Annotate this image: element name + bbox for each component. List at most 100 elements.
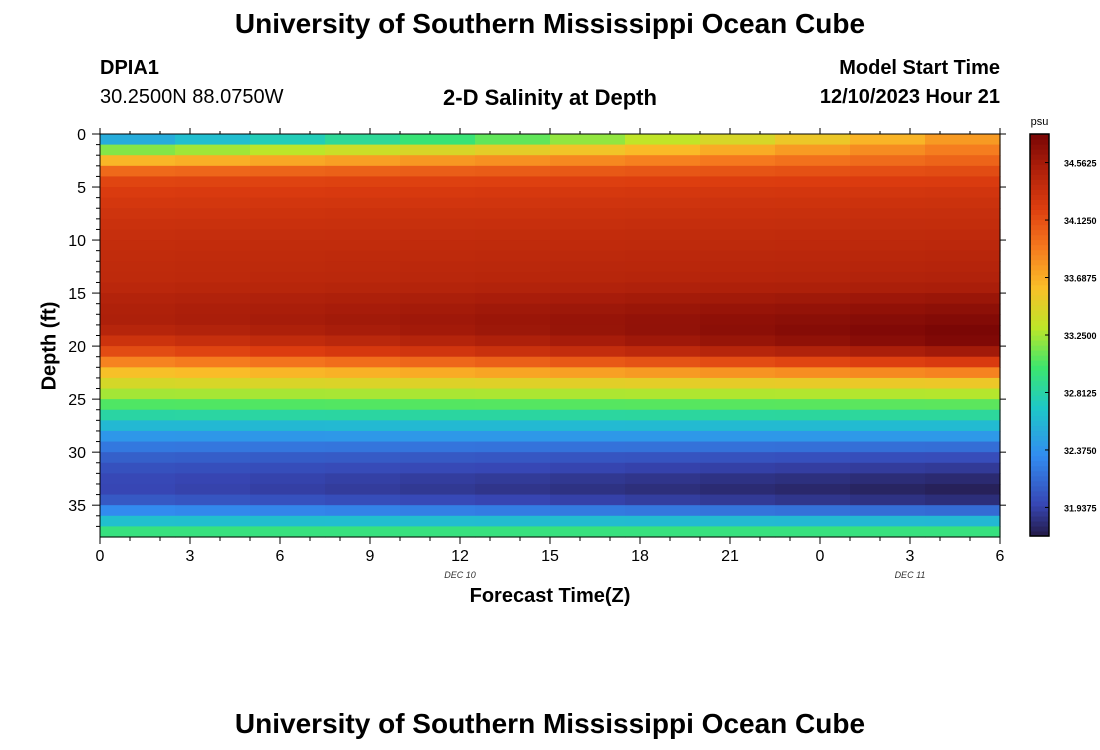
heatmap-cell [100,505,176,517]
heatmap-cell [250,452,326,464]
heatmap-cell [925,420,1001,432]
heatmap-cell [625,293,701,305]
heatmap-cell [250,240,326,252]
footer-title: University of Southern Mississippi Ocean… [234,708,866,739]
heatmap-cell [775,314,851,326]
heatmap-cell [400,144,476,156]
heatmap-cell [250,293,326,305]
heatmap-cell [400,261,476,273]
colorbar-segment [1030,415,1049,422]
heatmap-cell [325,218,401,231]
heatmap-cell [325,515,401,527]
colorbar-units: psu [1031,116,1049,128]
y-tick-label: 30 [68,445,86,462]
colorbar-segment [1030,380,1049,386]
heatmap-cell [700,218,776,231]
heatmap-cell [400,240,476,252]
heatmap-cell [475,314,551,326]
heatmap-cell [400,346,476,358]
heatmap-cell [325,473,401,485]
colorbar-segment [1030,360,1049,366]
heatmap-cell [775,462,851,474]
heatmap-cell [100,314,176,326]
heatmap-cell [850,314,926,326]
y-tick-label: 5 [77,180,86,197]
heatmap-cell [175,409,251,421]
heatmap-cell [925,187,1001,199]
heatmap-cell [550,176,626,188]
heatmap-cell [850,494,926,506]
heatmap-cell [175,494,251,506]
heatmap-cell [550,462,626,474]
colorbar-segment [1030,254,1049,261]
heatmap-cell [250,176,326,188]
heatmap-cell [625,430,701,443]
heatmap-cell [475,462,551,474]
heatmap-cell [100,526,176,538]
heatmap-cell [475,240,551,252]
heatmap-cell [250,409,326,421]
heatmap-cell [625,420,701,432]
heatmap-cell [475,134,551,146]
heatmap-cell [250,483,326,496]
heatmap-cell [100,420,176,432]
colorbar-segment [1030,154,1049,160]
colorbar-segment [1030,304,1049,311]
heatmap-cell [400,165,476,178]
heatmap-cell [175,240,251,252]
heatmap-cell [400,356,476,368]
heatmap-cell [400,314,476,326]
heatmap-cell [700,240,776,252]
heatmap-cell [475,377,551,390]
heatmap-cell [625,165,701,178]
heatmap-cell [175,271,251,284]
colorbar-segment [1030,224,1049,231]
x-tick-label: 6 [996,548,1005,565]
heatmap-cell [625,452,701,464]
colorbar-segment [1030,214,1049,221]
heatmap-cell [100,388,176,400]
colorbar-segment [1030,184,1049,190]
heatmap-cell [850,483,926,496]
heatmap-cell [250,335,326,347]
heatmap-cell [925,271,1001,284]
colorbar-segment [1030,350,1049,356]
heatmap-cell [250,473,326,485]
heatmap-cell [775,409,851,421]
model-start-value: 12/10/2023 Hour 21 [819,86,1000,108]
heatmap-cell [100,144,176,156]
colorbar-segment [1030,269,1049,276]
heatmap-cell [925,409,1001,421]
y-axis: 0 5 10 15 20 25 30 35 [68,127,1006,527]
heatmap-cell [625,409,701,421]
heatmap-cell [625,155,701,167]
heatmap-cell [475,197,551,209]
heatmap-cell [475,293,551,305]
heatmap-cell [700,314,776,326]
heatmap-cell [550,335,626,347]
colorbar-segment [1030,249,1049,256]
heatmap-cell [400,303,476,315]
heatmap-cell [475,346,551,358]
heatmap-cell [775,430,851,443]
heatmap-cell [625,367,701,379]
model-start-label: Model Start Time [839,57,1000,79]
heatmap-cell [325,314,401,326]
colorbar-segment [1030,485,1049,492]
heatmap-cell [175,293,251,305]
colorbar-segment [1030,515,1049,522]
heatmap-cell [925,250,1001,262]
heatmap-cell [175,144,251,156]
heatmap-cell [700,399,776,411]
y-tick-label: 25 [68,392,86,409]
colorbar-segment [1030,189,1049,195]
heatmap-cell [475,144,551,156]
colorbar-segment [1030,480,1049,487]
heatmap-cells [100,134,1001,538]
heatmap-cell [925,335,1001,347]
heatmap-cell [475,420,551,432]
heatmap-cell [700,155,776,167]
colorbar-segment [1030,455,1049,462]
heatmap-cell [700,250,776,262]
heatmap-cell [475,526,551,538]
